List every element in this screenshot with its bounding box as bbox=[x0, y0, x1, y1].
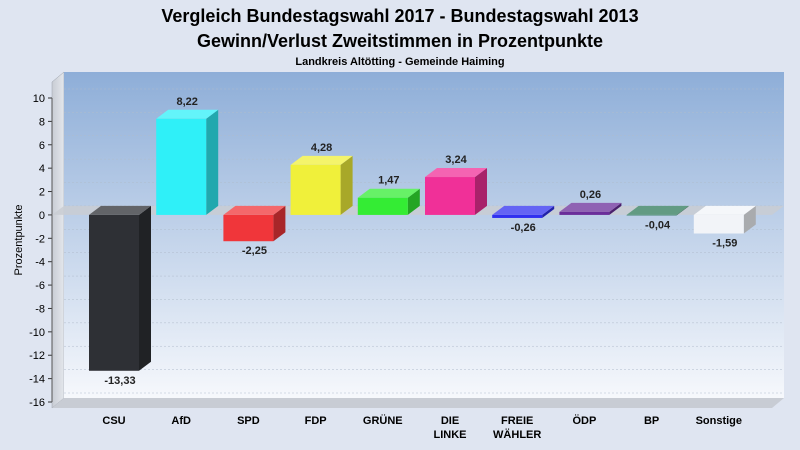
bar-side bbox=[542, 205, 555, 218]
bar-front bbox=[693, 214, 744, 234]
bar-side bbox=[609, 202, 622, 215]
category-labels: CSU AfD SPD FDP GRÜNE DIE LINKE FREIE WÄHLER ÖDP B… bbox=[102, 414, 742, 441]
bar-top bbox=[626, 205, 689, 215]
y-tick-label: 8 bbox=[39, 116, 45, 128]
data-label: -13,33 bbox=[104, 375, 135, 387]
bar-front bbox=[492, 214, 543, 218]
y-tick-label: 6 bbox=[39, 140, 45, 152]
y-tick-label: -16 bbox=[29, 397, 45, 409]
data-label: -0,26 bbox=[511, 222, 536, 234]
y-tick-label: 0 bbox=[39, 210, 45, 222]
bar-front bbox=[290, 164, 341, 215]
bar-top bbox=[156, 109, 219, 119]
bar-side bbox=[676, 205, 689, 216]
bar-side bbox=[206, 109, 219, 215]
bar bbox=[425, 168, 487, 215]
bar-top bbox=[89, 205, 151, 215]
bar-top bbox=[290, 155, 353, 165]
data-label: -0,04 bbox=[645, 219, 671, 231]
value-labels: -13,33 8,22 -2,25 4,28 1,47 3,24 -0,26 0,26 -0,0… bbox=[104, 96, 737, 387]
data-label: 0,26 bbox=[580, 189, 601, 201]
bar bbox=[626, 205, 689, 216]
category-label: ÖDP bbox=[572, 414, 596, 427]
data-label: 3,24 bbox=[445, 154, 467, 166]
y-tick-label: -2 bbox=[35, 233, 45, 245]
bar bbox=[693, 205, 756, 234]
bars bbox=[89, 109, 756, 371]
bar bbox=[223, 205, 286, 242]
bar-top bbox=[693, 205, 756, 215]
bar-front bbox=[559, 211, 610, 215]
y-tick-label: -12 bbox=[29, 350, 45, 362]
category-label: SPD bbox=[237, 415, 260, 427]
bar-front bbox=[357, 197, 408, 215]
bar-front bbox=[425, 177, 475, 215]
bar-side bbox=[407, 188, 420, 215]
bar-side bbox=[139, 205, 151, 371]
bar bbox=[156, 109, 219, 215]
bar-front bbox=[626, 214, 677, 216]
bar bbox=[290, 155, 353, 215]
bar bbox=[89, 205, 151, 371]
bar-top bbox=[223, 205, 286, 215]
y-tick-label: 2 bbox=[39, 187, 45, 199]
y-tick-label: -8 bbox=[35, 303, 45, 315]
chart-subtitle: Gewinn/Verlust Zweitstimmen in Prozentpu… bbox=[197, 31, 603, 51]
category-label: FREIE WÄHLER bbox=[493, 415, 541, 441]
category-label: DIE LINKE bbox=[434, 415, 467, 441]
category-label: FDP bbox=[305, 415, 327, 427]
y-axis-ticks: 10 8 6 4 2 0 -2 -4 -6 -8 -10 -12 -14 -16 bbox=[29, 93, 53, 409]
bar-side bbox=[475, 168, 487, 215]
y-tick-label: -14 bbox=[29, 374, 45, 386]
y-tick-label: -6 bbox=[35, 280, 45, 292]
data-label: 4,28 bbox=[311, 142, 332, 154]
y-axis-label: Prozentpunkte bbox=[13, 205, 25, 276]
y-tick-label: 10 bbox=[33, 93, 45, 105]
bar-top bbox=[425, 168, 487, 178]
y-tick-label: 4 bbox=[39, 163, 45, 175]
bar-side bbox=[340, 155, 353, 215]
bar-front bbox=[156, 118, 207, 215]
y-tick-label: -10 bbox=[29, 327, 45, 339]
category-label: AfD bbox=[171, 415, 191, 427]
plot-side-wall bbox=[51, 71, 65, 409]
bar-top bbox=[357, 188, 420, 198]
chart-location: Landkreis Altötting - Gemeinde Haiming bbox=[295, 56, 504, 68]
data-label: -2,25 bbox=[242, 245, 267, 257]
bar bbox=[357, 188, 420, 215]
category-label: CSU bbox=[102, 415, 125, 427]
category-label: Sonstige bbox=[696, 415, 742, 427]
bar-top bbox=[559, 202, 622, 212]
bar-front bbox=[89, 214, 139, 371]
data-label: -1,59 bbox=[712, 238, 737, 250]
bar bbox=[492, 205, 555, 218]
category-label: GRÜNE bbox=[363, 414, 403, 427]
category-label: BP bbox=[644, 415, 659, 427]
plot-floor bbox=[52, 398, 784, 408]
data-label: 8,22 bbox=[176, 96, 197, 108]
y-tick-label: -4 bbox=[35, 257, 45, 269]
bar-top bbox=[492, 205, 555, 215]
bar-front bbox=[223, 214, 274, 242]
chart-title: Vergleich Bundestagswahl 2017 - Bundesta… bbox=[161, 6, 638, 26]
data-label: 1,47 bbox=[378, 175, 399, 187]
bar-side bbox=[273, 205, 286, 242]
bar-side bbox=[743, 205, 756, 234]
bar bbox=[559, 202, 622, 215]
